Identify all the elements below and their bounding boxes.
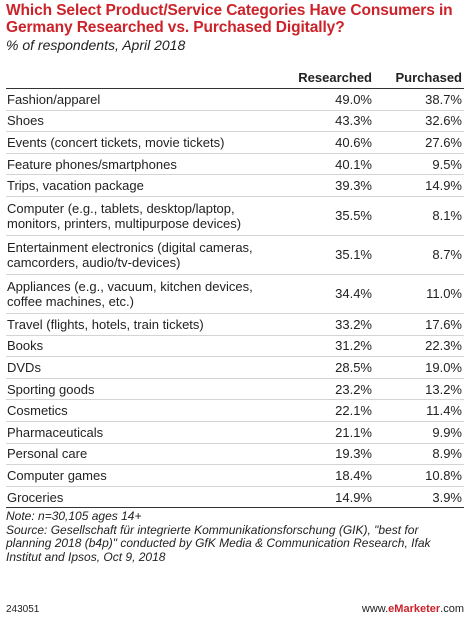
chart-id: 243051: [6, 604, 40, 615]
researched-value: 40.1%: [335, 156, 372, 172]
header-purchased: Purchased: [395, 70, 462, 85]
row-category: Cosmetics: [7, 403, 68, 419]
purchased-value: 9.5%: [432, 156, 462, 172]
purchased-value: 17.6%: [425, 316, 462, 332]
purchased-value: 8.1%: [432, 208, 462, 224]
researched-value: 43.3%: [335, 113, 372, 129]
researched-value: 39.3%: [335, 178, 372, 194]
row-category: Shoes: [7, 113, 44, 129]
table-row: Feature phones/smartphones 40.1% 9.5%: [6, 154, 464, 176]
researched-value: 22.1%: [335, 403, 372, 419]
row-category: Appliances (e.g., vacuum, kitchen device…: [7, 278, 253, 309]
footer: 243051 www.eMarketer.com: [6, 603, 464, 615]
header-researched: Researched: [298, 70, 372, 85]
table-row: Fashion/apparel 49.0% 38.7%: [6, 89, 464, 111]
table-row: Books 31.2% 22.3%: [6, 336, 464, 358]
table-row: Groceries 14.9% 3.9%: [6, 487, 464, 509]
purchased-value: 19.0%: [425, 359, 462, 375]
row-category: Personal care: [7, 446, 88, 462]
researched-value: 49.0%: [335, 91, 372, 107]
table-row: Personal care 19.3% 8.9%: [6, 444, 464, 466]
researched-value: 35.1%: [335, 247, 372, 263]
purchased-value: 11.4%: [426, 403, 462, 419]
researched-value: 23.2%: [335, 381, 372, 397]
row-category: Trips, vacation package: [7, 178, 144, 194]
chart-subtitle: % of respondents, April 2018: [6, 37, 186, 53]
purchased-value: 11.0%: [426, 286, 462, 302]
purchased-value: 32.6%: [425, 113, 462, 129]
purchased-value: 13.2%: [425, 381, 462, 397]
row-category: Entertainment electronics (digital camer…: [7, 239, 253, 270]
table-row: Entertainment electronics (digital camer…: [6, 236, 464, 275]
table-row: Cosmetics 22.1% 11.4%: [6, 400, 464, 422]
row-category: Pharmaceuticals: [7, 424, 104, 440]
table-body: Fashion/apparel 49.0% 38.7% Shoes 43.3% 32.6%…: [6, 89, 464, 509]
table-row: Appliances (e.g., vacuum, kitchen device…: [6, 275, 464, 314]
row-category: Travel (flights, hotels, train tickets): [7, 316, 204, 332]
table-row: Travel (flights, hotels, train tickets) 3…: [6, 314, 464, 336]
researched-value: 18.4%: [335, 467, 372, 483]
row-category: DVDs: [7, 359, 41, 375]
purchased-value: 8.7%: [432, 247, 462, 263]
row-category: Computer games: [7, 467, 107, 483]
row-category: Sporting goods: [7, 381, 95, 397]
row-category: Events (concert tickets, movie tickets): [7, 134, 225, 150]
table-row: Computer games 18.4% 10.8%: [6, 465, 464, 487]
researched-value: 34.4%: [335, 286, 372, 302]
brand-logo: www.eMarketer.com: [362, 603, 464, 615]
chart-title: Which Select Product/Service Categories …: [6, 2, 453, 36]
brand-name: eMarketer: [388, 603, 441, 615]
researched-value: 35.5%: [335, 208, 372, 224]
table-row: Pharmaceuticals 21.1% 9.9%: [6, 422, 464, 444]
row-category: Books: [7, 338, 44, 354]
brand-suffix: .com: [440, 603, 464, 615]
purchased-value: 22.3%: [425, 338, 462, 354]
row-category: Feature phones/smartphones: [7, 156, 177, 172]
purchased-value: 3.9%: [432, 489, 462, 505]
row-category: Groceries: [7, 489, 64, 505]
table-row: Sporting goods 23.2% 13.2%: [6, 379, 464, 401]
researched-value: 33.2%: [335, 316, 372, 332]
chart-note: Note: n=30,105 ages 14+ Source: Gesellsc…: [6, 510, 464, 564]
row-category: Fashion/apparel: [7, 91, 101, 107]
researched-value: 28.5%: [335, 359, 372, 375]
row-category: Computer (e.g., tablets, desktop/laptop,…: [7, 200, 242, 231]
purchased-value: 9.9%: [432, 424, 462, 440]
researched-value: 14.9%: [335, 489, 372, 505]
brand-prefix: www.: [361, 603, 389, 615]
source-text: Source: Gesellschaft für integrierte Kom…: [6, 522, 431, 564]
purchased-value: 27.6%: [425, 134, 462, 150]
table-row: Computer (e.g., tablets, desktop/laptop,…: [6, 197, 464, 236]
researched-value: 21.1%: [335, 424, 372, 440]
table-row: Events (concert tickets, movie tickets) 4…: [6, 132, 464, 154]
researched-value: 40.6%: [335, 134, 372, 150]
note-text: Note: n=30,105 ages 14+: [6, 509, 142, 524]
researched-value: 19.3%: [335, 446, 372, 462]
purchased-value: 8.9%: [432, 446, 462, 462]
purchased-value: 10.8%: [425, 467, 462, 483]
table-row: Shoes 43.3% 32.6%: [6, 111, 464, 133]
purchased-value: 38.7%: [425, 91, 462, 107]
researched-value: 31.2%: [335, 338, 372, 354]
table-header: Researched Purchased: [6, 59, 464, 89]
purchased-value: 14.9%: [425, 178, 462, 194]
table-row: DVDs 28.5% 19.0%: [6, 357, 464, 379]
table-row: Trips, vacation package 39.3% 14.9%: [6, 175, 464, 197]
